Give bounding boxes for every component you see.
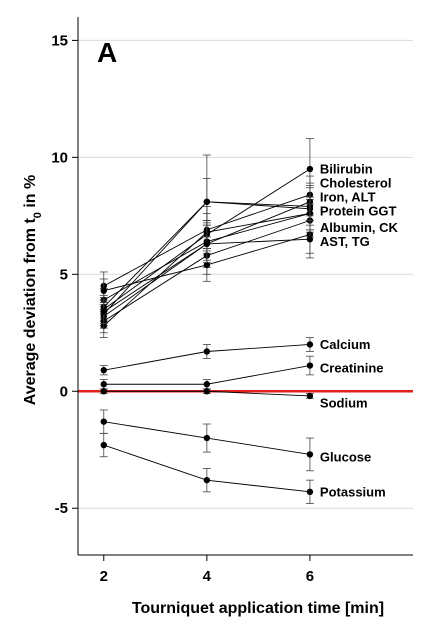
series-label: Protein GGT — [320, 204, 397, 219]
data-point — [203, 381, 211, 388]
series-label: Calcium — [320, 337, 371, 352]
series-protein — [99, 177, 314, 320]
y-tick-label: 15 — [51, 32, 68, 49]
series-potassium — [99, 432, 314, 504]
x-tick-label: 6 — [306, 568, 314, 585]
data-point — [100, 367, 107, 374]
data-point — [306, 341, 314, 348]
series-group — [99, 138, 314, 504]
x-tick-label: 4 — [203, 568, 212, 585]
series-label: Sodium — [320, 395, 368, 410]
y-tick-label: 0 — [60, 383, 68, 400]
y-axis-title-sub: 0 — [32, 212, 44, 218]
series-label: Creatinine — [320, 360, 384, 375]
data-point — [203, 348, 211, 355]
y-axis-title-main: Average deviation from t — [22, 218, 39, 406]
gridlines — [78, 39, 413, 509]
data-point — [100, 388, 107, 395]
series-label: Potassium — [320, 484, 386, 499]
series-label: Cholesterol — [320, 176, 392, 191]
data-point — [203, 388, 211, 395]
x-axis-title: Tourniquet application time [min] — [132, 600, 384, 617]
axes: -5 0 5 10 15 2 4 6 — [51, 17, 413, 585]
data-point — [100, 418, 107, 425]
data-point — [306, 392, 314, 400]
data-point — [100, 441, 107, 449]
data-point — [306, 488, 314, 496]
data-point — [100, 308, 107, 315]
series-label: Albumin, CK — [320, 220, 399, 235]
y-axis-title-suffix: in % — [22, 175, 39, 212]
data-point — [203, 240, 211, 248]
series-label: AST, TG — [320, 234, 370, 249]
data-point — [203, 476, 211, 484]
series-calcium — [99, 337, 314, 376]
series-label: Bilirubin — [320, 162, 373, 177]
data-point — [306, 362, 314, 369]
series-creatinine — [99, 355, 314, 390]
data-point — [306, 165, 314, 173]
y-tick-label: -5 — [55, 500, 68, 517]
data-point — [203, 261, 211, 269]
y-axis-title: Average deviation from t0 in % — [22, 175, 44, 405]
series-label: Iron, ALT — [320, 190, 376, 205]
data-point — [306, 451, 314, 458]
x-tick-label: 2 — [100, 568, 108, 585]
data-point — [100, 287, 107, 294]
data-point — [306, 236, 314, 243]
series-label: Glucose — [320, 449, 371, 464]
series-sodium — [99, 388, 314, 400]
panel-label: A — [97, 37, 117, 68]
series-tg — [99, 220, 314, 324]
series-glucose — [99, 409, 314, 472]
y-tick-label: 10 — [51, 149, 68, 166]
data-point — [100, 381, 107, 388]
y-tick-label: 5 — [60, 266, 68, 283]
data-point — [203, 434, 211, 442]
data-point — [203, 198, 211, 205]
